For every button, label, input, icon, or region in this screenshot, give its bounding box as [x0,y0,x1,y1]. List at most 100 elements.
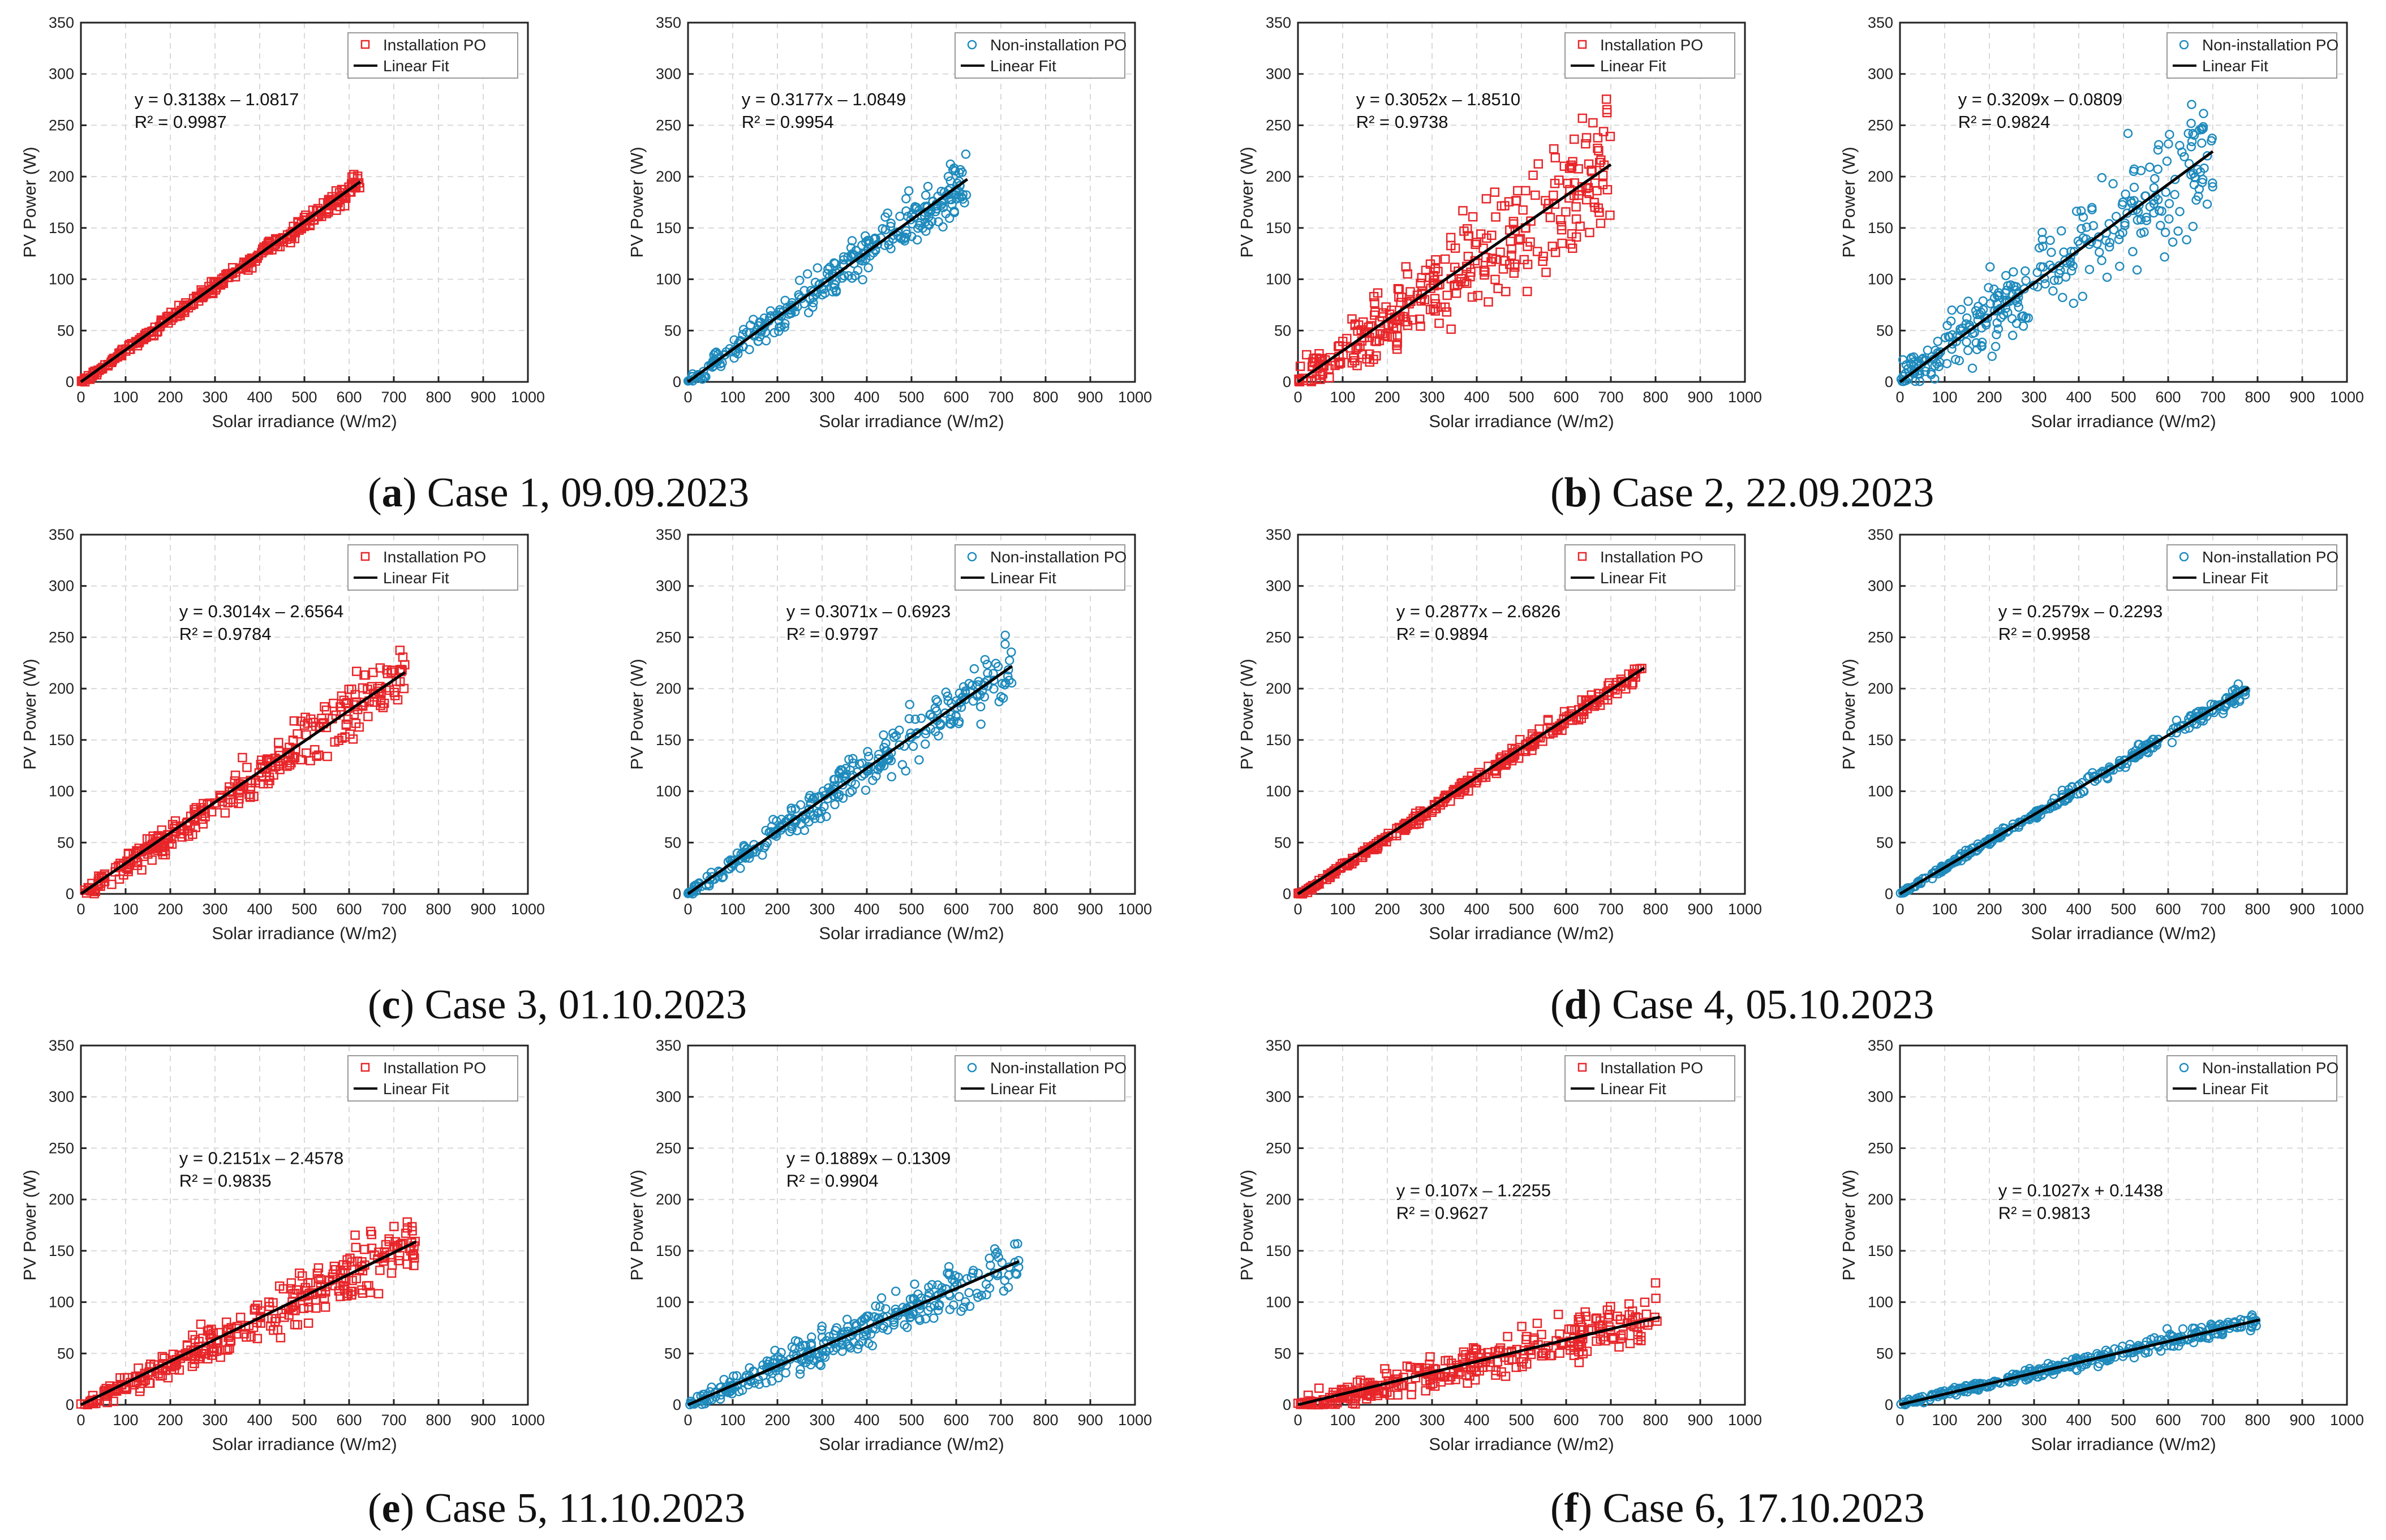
data-point [2018,311,2028,321]
x-axis-label: Solar irradiance (W/m2) [212,411,397,431]
x-tick-label: 1000 [1118,389,1152,406]
y-tick-label: 350 [1266,14,1291,31]
data-point [340,732,350,742]
data-point [369,1250,379,1260]
data-point [1585,227,1594,238]
data-point [904,714,914,724]
legend-box [347,544,518,591]
chart-panel-4: 0 100 200 300 400 500 600 700 800 900 1000 0 50 100 15… [1839,14,2364,431]
data-point [2129,182,2139,192]
data-point [1523,286,1532,296]
caption-letter: d [1564,982,1588,1028]
caption-paren: ( [368,982,382,1028]
data-point [949,208,960,217]
data-point [1550,179,1560,188]
linear-fit-line [1899,686,2250,896]
x-tick-label: 900 [470,1412,496,1429]
data-point [921,190,931,200]
data-point [1353,342,1362,352]
data-point [274,738,283,747]
data-point [354,722,364,732]
y-tick-label: 50 [664,1345,681,1362]
data-point [367,1244,377,1253]
x-tick-label: 400 [247,389,272,406]
data-point [2207,136,2216,146]
data-point [1517,1322,1527,1331]
legend: Non-installation PO Linear Fit [2166,1055,2338,1102]
data-point [863,1311,874,1321]
y-tick-label: 350 [49,526,74,543]
x-tick-label: 200 [157,901,183,918]
data-point [807,1332,816,1342]
x-tick-label: 1000 [511,901,545,918]
legend-marker [967,552,977,562]
data-point [1985,299,1996,308]
y-tick-label: 50 [57,1345,74,1362]
data-point [1479,265,1489,276]
y-tick-label: 0 [673,1396,681,1413]
y-tick-label: 200 [656,1191,681,1208]
data-point [1004,656,1014,665]
x-tick-label: 600 [2155,901,2181,918]
chart-panel-10: 0 100 200 300 400 500 600 700 800 900 1000 0 50 100 15… [627,1037,1152,1454]
y-tick-label: 50 [57,322,74,339]
data-point [2014,302,2024,312]
data-point [889,732,899,742]
data-point [1561,207,1571,217]
data-point [822,811,831,821]
data-point [2182,235,2191,245]
caption-f: (f) Case 6, 17.10.2023 [1550,1485,1925,1532]
data-point [1897,376,1907,386]
x-tick-label: 500 [2110,1412,2136,1429]
data-point [829,258,839,268]
x-tick-label: 300 [2021,1412,2047,1429]
data-point [1462,278,1472,289]
data-point [1967,363,1977,373]
data-point [1455,1367,1465,1377]
x-tick-label: 500 [1508,1412,1534,1429]
data-point [1484,297,1493,307]
y-tick-label: 50 [1274,1345,1291,1362]
data-point [1495,1343,1506,1353]
data-point [1587,165,1596,175]
data-point [804,805,814,814]
data-point [908,741,918,751]
data-point [2247,1310,2257,1320]
caption-letter: e [382,1485,401,1532]
data-point [268,1298,278,1307]
linear-fit-line [1899,1318,2260,1406]
data-point [1351,344,1361,354]
data-point [1534,724,1544,734]
data-point [80,373,89,383]
data-point [351,1274,361,1284]
x-tick-label: 0 [1895,901,1904,918]
data-point [1581,133,1592,143]
data-point [299,720,309,730]
data-point [1987,351,1997,362]
data-point [1593,133,1603,143]
data-point [2115,261,2125,271]
data-point [1459,1347,1469,1357]
data-point [1442,290,1452,300]
y-tick-label: 200 [49,168,74,185]
x-tick-label: 800 [2245,389,2270,406]
data-point [1440,254,1450,264]
data-point [1594,208,1604,217]
x-tick-label: 0 [76,901,85,918]
data-point [1641,1309,1652,1319]
data-point [916,713,926,723]
data-point [806,1339,816,1348]
data-point [2121,189,2130,199]
data-point [1000,639,1010,649]
data-point [1633,1335,1643,1345]
y-tick-label: 0 [1885,885,1893,902]
data-point [245,791,255,802]
data-point [382,665,392,675]
data-point [348,734,358,744]
data-point [891,1287,901,1296]
fit-equation: y = 0.3209x – 0.0809 [1958,89,2122,109]
data-point [2197,138,2207,148]
x-tick-label: 1000 [1118,901,1152,918]
data-point [850,779,860,789]
data-point [2078,212,2088,222]
